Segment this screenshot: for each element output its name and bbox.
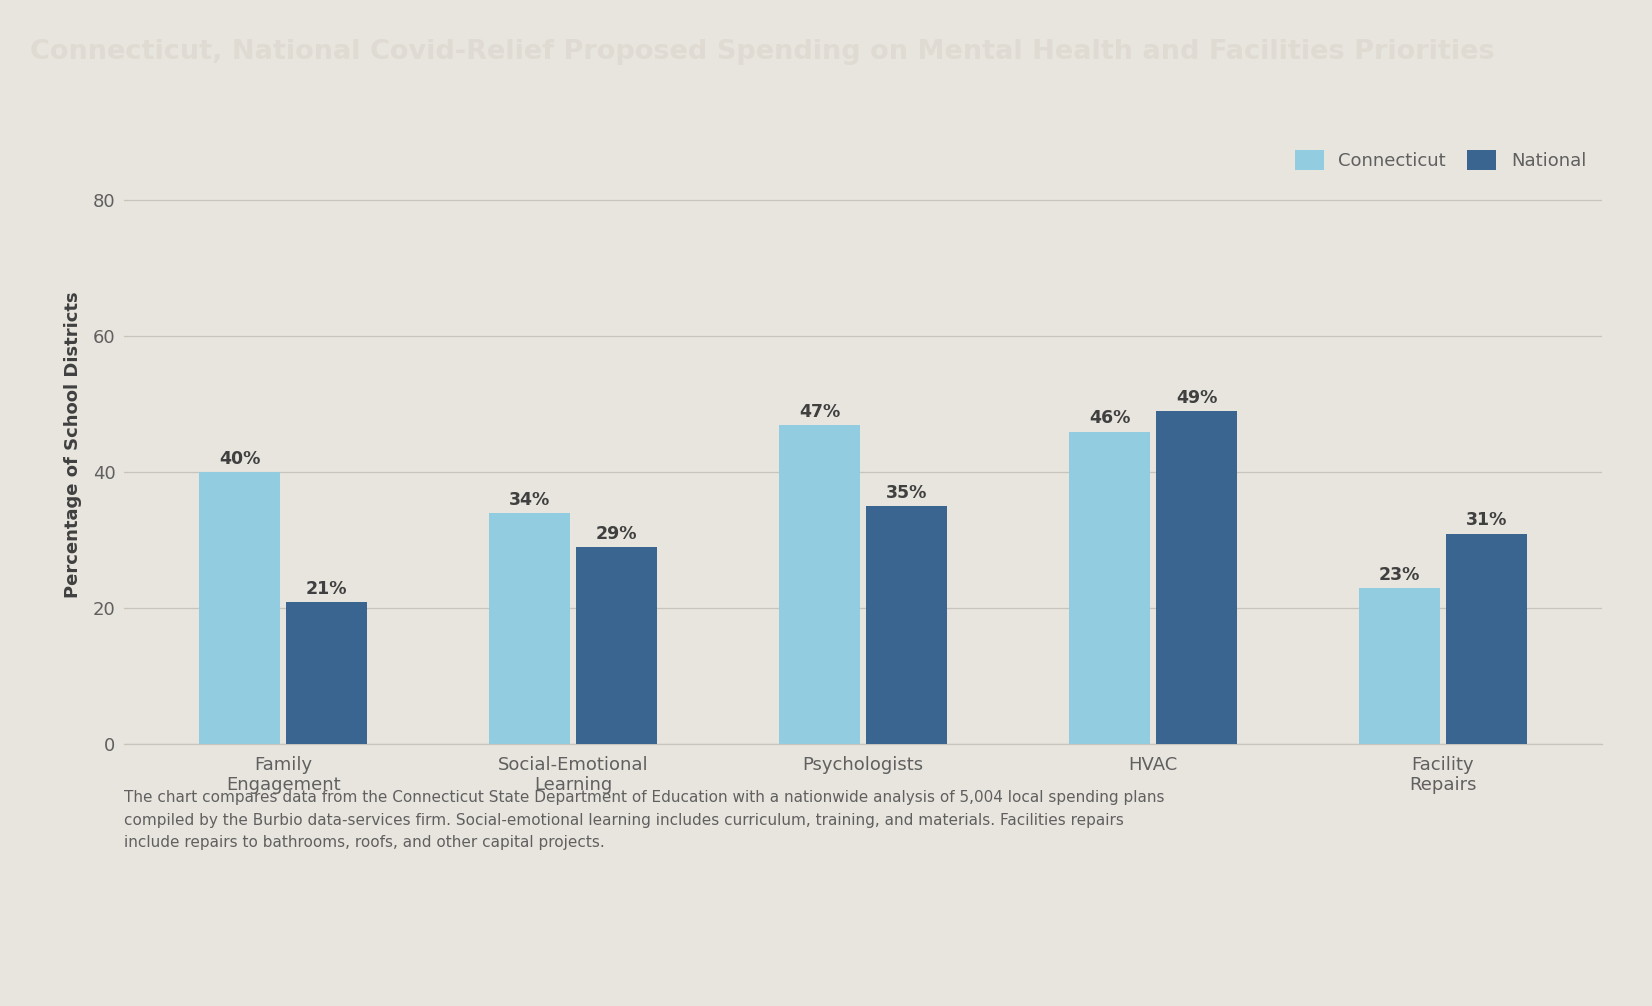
- Text: 23%: 23%: [1379, 566, 1421, 583]
- Text: 31%: 31%: [1465, 511, 1507, 529]
- Bar: [1156, 411, 1237, 744]
- Y-axis label: Percentage of School Districts: Percentage of School Districts: [64, 292, 81, 599]
- Text: 34%: 34%: [509, 491, 550, 509]
- Bar: [1446, 533, 1526, 744]
- Bar: [200, 473, 281, 744]
- Text: 29%: 29%: [596, 525, 638, 543]
- Bar: [866, 506, 947, 744]
- Text: 40%: 40%: [220, 451, 261, 468]
- Bar: [286, 602, 367, 744]
- Text: 35%: 35%: [885, 484, 927, 502]
- Text: 49%: 49%: [1176, 389, 1218, 407]
- Bar: [780, 425, 861, 744]
- Text: Connecticut, National Covid-Relief Proposed Spending on Mental Health and Facili: Connecticut, National Covid-Relief Propo…: [30, 38, 1495, 64]
- Bar: [1360, 588, 1441, 744]
- Bar: [1069, 432, 1150, 744]
- Text: 47%: 47%: [800, 402, 841, 421]
- Text: 21%: 21%: [306, 579, 347, 598]
- Bar: [577, 547, 657, 744]
- Legend: Connecticut, National: Connecticut, National: [1287, 143, 1594, 177]
- Bar: [489, 513, 570, 744]
- Text: 46%: 46%: [1089, 409, 1130, 428]
- Text: The chart compares data from the Connecticut State Department of Education with : The chart compares data from the Connect…: [124, 790, 1165, 850]
